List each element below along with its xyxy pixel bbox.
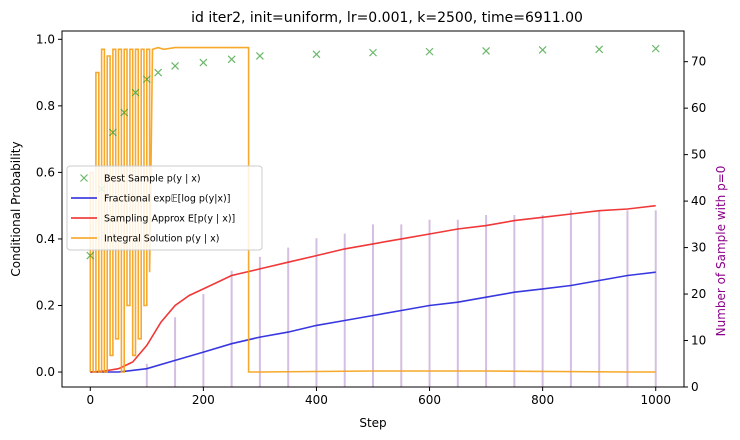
- y-tick-label: 0.0: [36, 365, 55, 379]
- scatter-point: [227, 55, 236, 64]
- scatter-point: [482, 47, 491, 55]
- y-axis-right: 0 10 20 30 40 50 60 70: [684, 55, 706, 394]
- scatter-point: [312, 50, 321, 59]
- series-line-integral: [89, 46, 656, 373]
- series-line-fractional: [90, 271, 656, 373]
- legend-label: Integral Solution p(y | x): [104, 234, 219, 245]
- x-tick-label: 800: [531, 393, 554, 407]
- y-tick-label: 0.6: [36, 165, 55, 179]
- x-axis: 0 200 400 600 800 1000: [86, 387, 671, 407]
- y-axis-left: 0.0 0.2 0.4 0.6 0.8 1.0: [36, 32, 62, 379]
- y-tick-label: 1.0: [36, 32, 55, 46]
- scatter-point: [86, 251, 95, 260]
- series-line-sampling: [90, 204, 656, 373]
- x-tick-label: 400: [305, 393, 328, 407]
- x-axis-label: Step: [359, 416, 386, 430]
- scatter-point: [142, 75, 151, 84]
- legend-box: [66, 165, 263, 251]
- y-tick-label: 0.4: [36, 232, 55, 246]
- y2-tick-label: 60: [691, 101, 706, 115]
- scatter-point: [425, 47, 434, 56]
- scatter-point: [199, 58, 208, 67]
- y2-tick-label: 70: [691, 55, 706, 69]
- legend: Best Sample p(y | x) Fractional exp𝔼[log …: [66, 165, 263, 251]
- y2-tick-label: 20: [691, 287, 706, 301]
- scatter-point: [538, 46, 547, 54]
- scatter-point: [120, 108, 129, 117]
- scatter-point: [108, 128, 117, 137]
- plot-area: [86, 44, 660, 387]
- y-axis-label: Conditional Probability: [9, 141, 23, 276]
- legend-marker-icon: [80, 174, 88, 182]
- scatter-point: [595, 45, 604, 54]
- y-axis-right-label: Number of Sample with p=0: [714, 166, 728, 337]
- plot-frame: [61, 30, 685, 388]
- scatter-point: [369, 48, 377, 57]
- scatter-point: [171, 62, 180, 70]
- x-tick-label: 0: [86, 393, 94, 407]
- y2-tick-label: 0: [691, 380, 699, 394]
- y-tick-label: 0.2: [36, 298, 55, 312]
- legend-label: Fractional exp𝔼[log p(y|x)]: [104, 194, 230, 205]
- legend-label: Sampling Approx E[p(y | x)]: [104, 214, 235, 225]
- scatter-point: [651, 44, 660, 53]
- scatter-point: [154, 68, 163, 77]
- y2-tick-label: 40: [691, 194, 706, 208]
- y-tick-label: 0.8: [36, 99, 55, 113]
- x-tick-label: 200: [192, 393, 215, 407]
- chart-title: id iter2, init=uniform, lr=0.001, k=2500…: [191, 10, 583, 26]
- scatter-point: [255, 52, 264, 60]
- y2-tick-label: 10: [691, 334, 706, 348]
- x-tick-label: 1000: [640, 393, 671, 407]
- x-tick-label: 600: [418, 393, 441, 407]
- legend-label: Best Sample p(y | x): [104, 174, 201, 185]
- scatter-point: [131, 88, 140, 97]
- y2-tick-label: 50: [691, 148, 706, 162]
- y2-tick-label: 30: [691, 241, 706, 255]
